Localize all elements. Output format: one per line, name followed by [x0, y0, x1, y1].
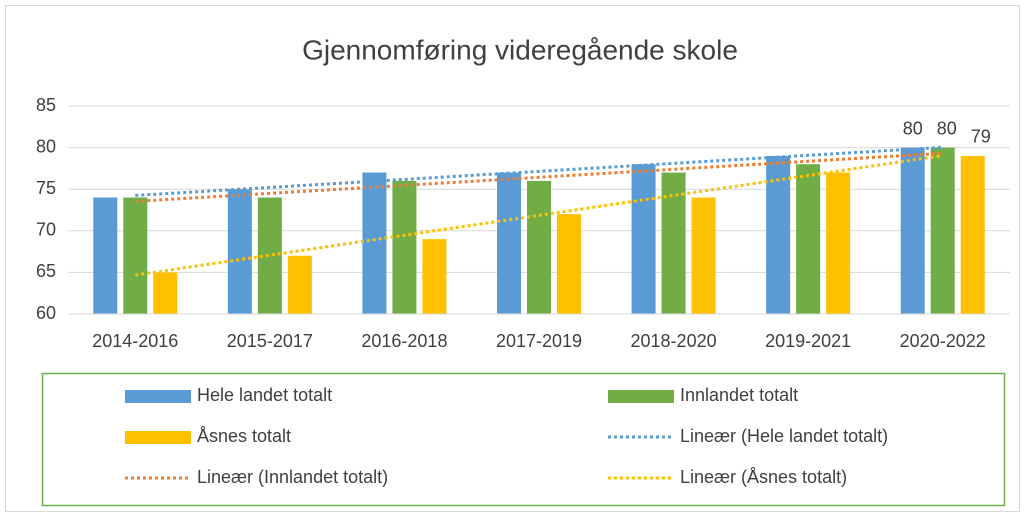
data-label: 80 — [903, 118, 923, 138]
bar — [930, 147, 955, 314]
data-label: 79 — [971, 127, 991, 147]
legend-label: Hele landet totalt — [197, 385, 332, 405]
bar — [826, 172, 851, 314]
bar — [227, 189, 252, 314]
bar — [123, 197, 148, 314]
legend-frame — [41, 372, 1006, 507]
x-tick-label: 2020-2022 — [900, 331, 986, 351]
legend-label: Innlandet totalt — [680, 385, 798, 405]
x-tick-label: 2015-2017 — [227, 331, 313, 351]
bar — [497, 172, 521, 314]
data-label: 80 — [937, 118, 957, 138]
bar — [960, 155, 985, 314]
bar — [287, 255, 312, 314]
trendline — [135, 154, 943, 277]
y-tick-label: 75 — [36, 178, 56, 198]
x-tick-label: 2014-2016 — [92, 331, 178, 351]
legend-label: Lineær (Innlandet totalt) — [197, 467, 388, 487]
y-tick-label: 65 — [36, 261, 56, 281]
x-tick-label: 2019-2021 — [765, 331, 851, 351]
x-tick-label: 2018-2020 — [631, 331, 717, 351]
legend-swatch — [125, 390, 191, 403]
bar — [631, 164, 656, 314]
bar — [796, 164, 821, 314]
legend-swatch — [125, 431, 191, 444]
legend-label: Lineær (Åsnes totalt) — [680, 467, 847, 487]
y-tick-label: 60 — [36, 303, 56, 323]
trendline — [135, 151, 943, 203]
bar — [362, 172, 387, 314]
y-tick-label: 80 — [36, 136, 56, 156]
bar — [557, 214, 581, 314]
bar — [422, 239, 447, 314]
legend-swatch — [608, 390, 674, 403]
bar — [900, 147, 925, 314]
bar — [392, 180, 417, 314]
bar — [93, 197, 118, 314]
legend-label: Lineær (Hele landet totalt) — [680, 426, 888, 446]
bar — [153, 272, 178, 314]
bar — [691, 197, 716, 314]
x-tick-label: 2017-2019 — [496, 331, 582, 351]
legend-label: Åsnes totalt — [197, 426, 291, 446]
x-tick-label: 2016-2018 — [361, 331, 447, 351]
trendline — [135, 145, 943, 197]
chart-title: Gjennomføring videregående skole — [302, 34, 738, 65]
y-tick-label: 85 — [36, 95, 56, 115]
bar — [766, 155, 791, 314]
y-tick-label: 70 — [36, 220, 56, 240]
bar — [527, 180, 551, 314]
